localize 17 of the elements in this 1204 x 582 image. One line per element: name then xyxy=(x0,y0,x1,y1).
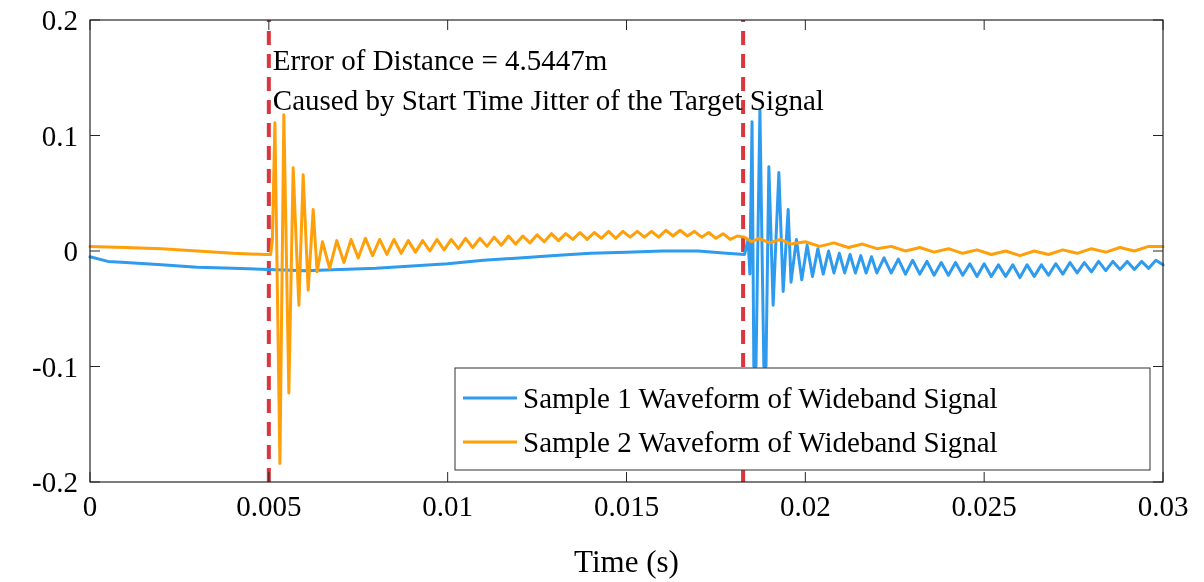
y-tick-label: 0 xyxy=(63,235,78,268)
x-tick-label: 0.01 xyxy=(422,490,474,522)
annotation: Error of Distance = 4.5447m xyxy=(272,44,608,76)
x-tick-label: 0 xyxy=(82,490,98,522)
annotation: Caused by Start Time Jitter of the Target Signal xyxy=(272,84,824,116)
x-tick-label: 0.02 xyxy=(779,490,831,522)
x-axis-title: Time (s) xyxy=(574,544,679,579)
legend-label: Sample 2 Waveform of Wideband Signal xyxy=(523,426,998,459)
x-tick-label: 0.005 xyxy=(236,490,302,522)
x-tick-label: 0.025 xyxy=(951,490,1017,522)
y-tick-label: 0.2 xyxy=(41,4,78,37)
y-tick-label: 0.1 xyxy=(41,119,78,152)
x-tick-label: 0.015 xyxy=(593,490,660,522)
x-tick-label: 0.03 xyxy=(1137,490,1189,522)
y-tick-label: -0.1 xyxy=(32,350,78,383)
legend-label: Sample 1 Waveform of Wideband Signal xyxy=(523,382,998,415)
y-tick-label: -0.2 xyxy=(32,466,78,499)
